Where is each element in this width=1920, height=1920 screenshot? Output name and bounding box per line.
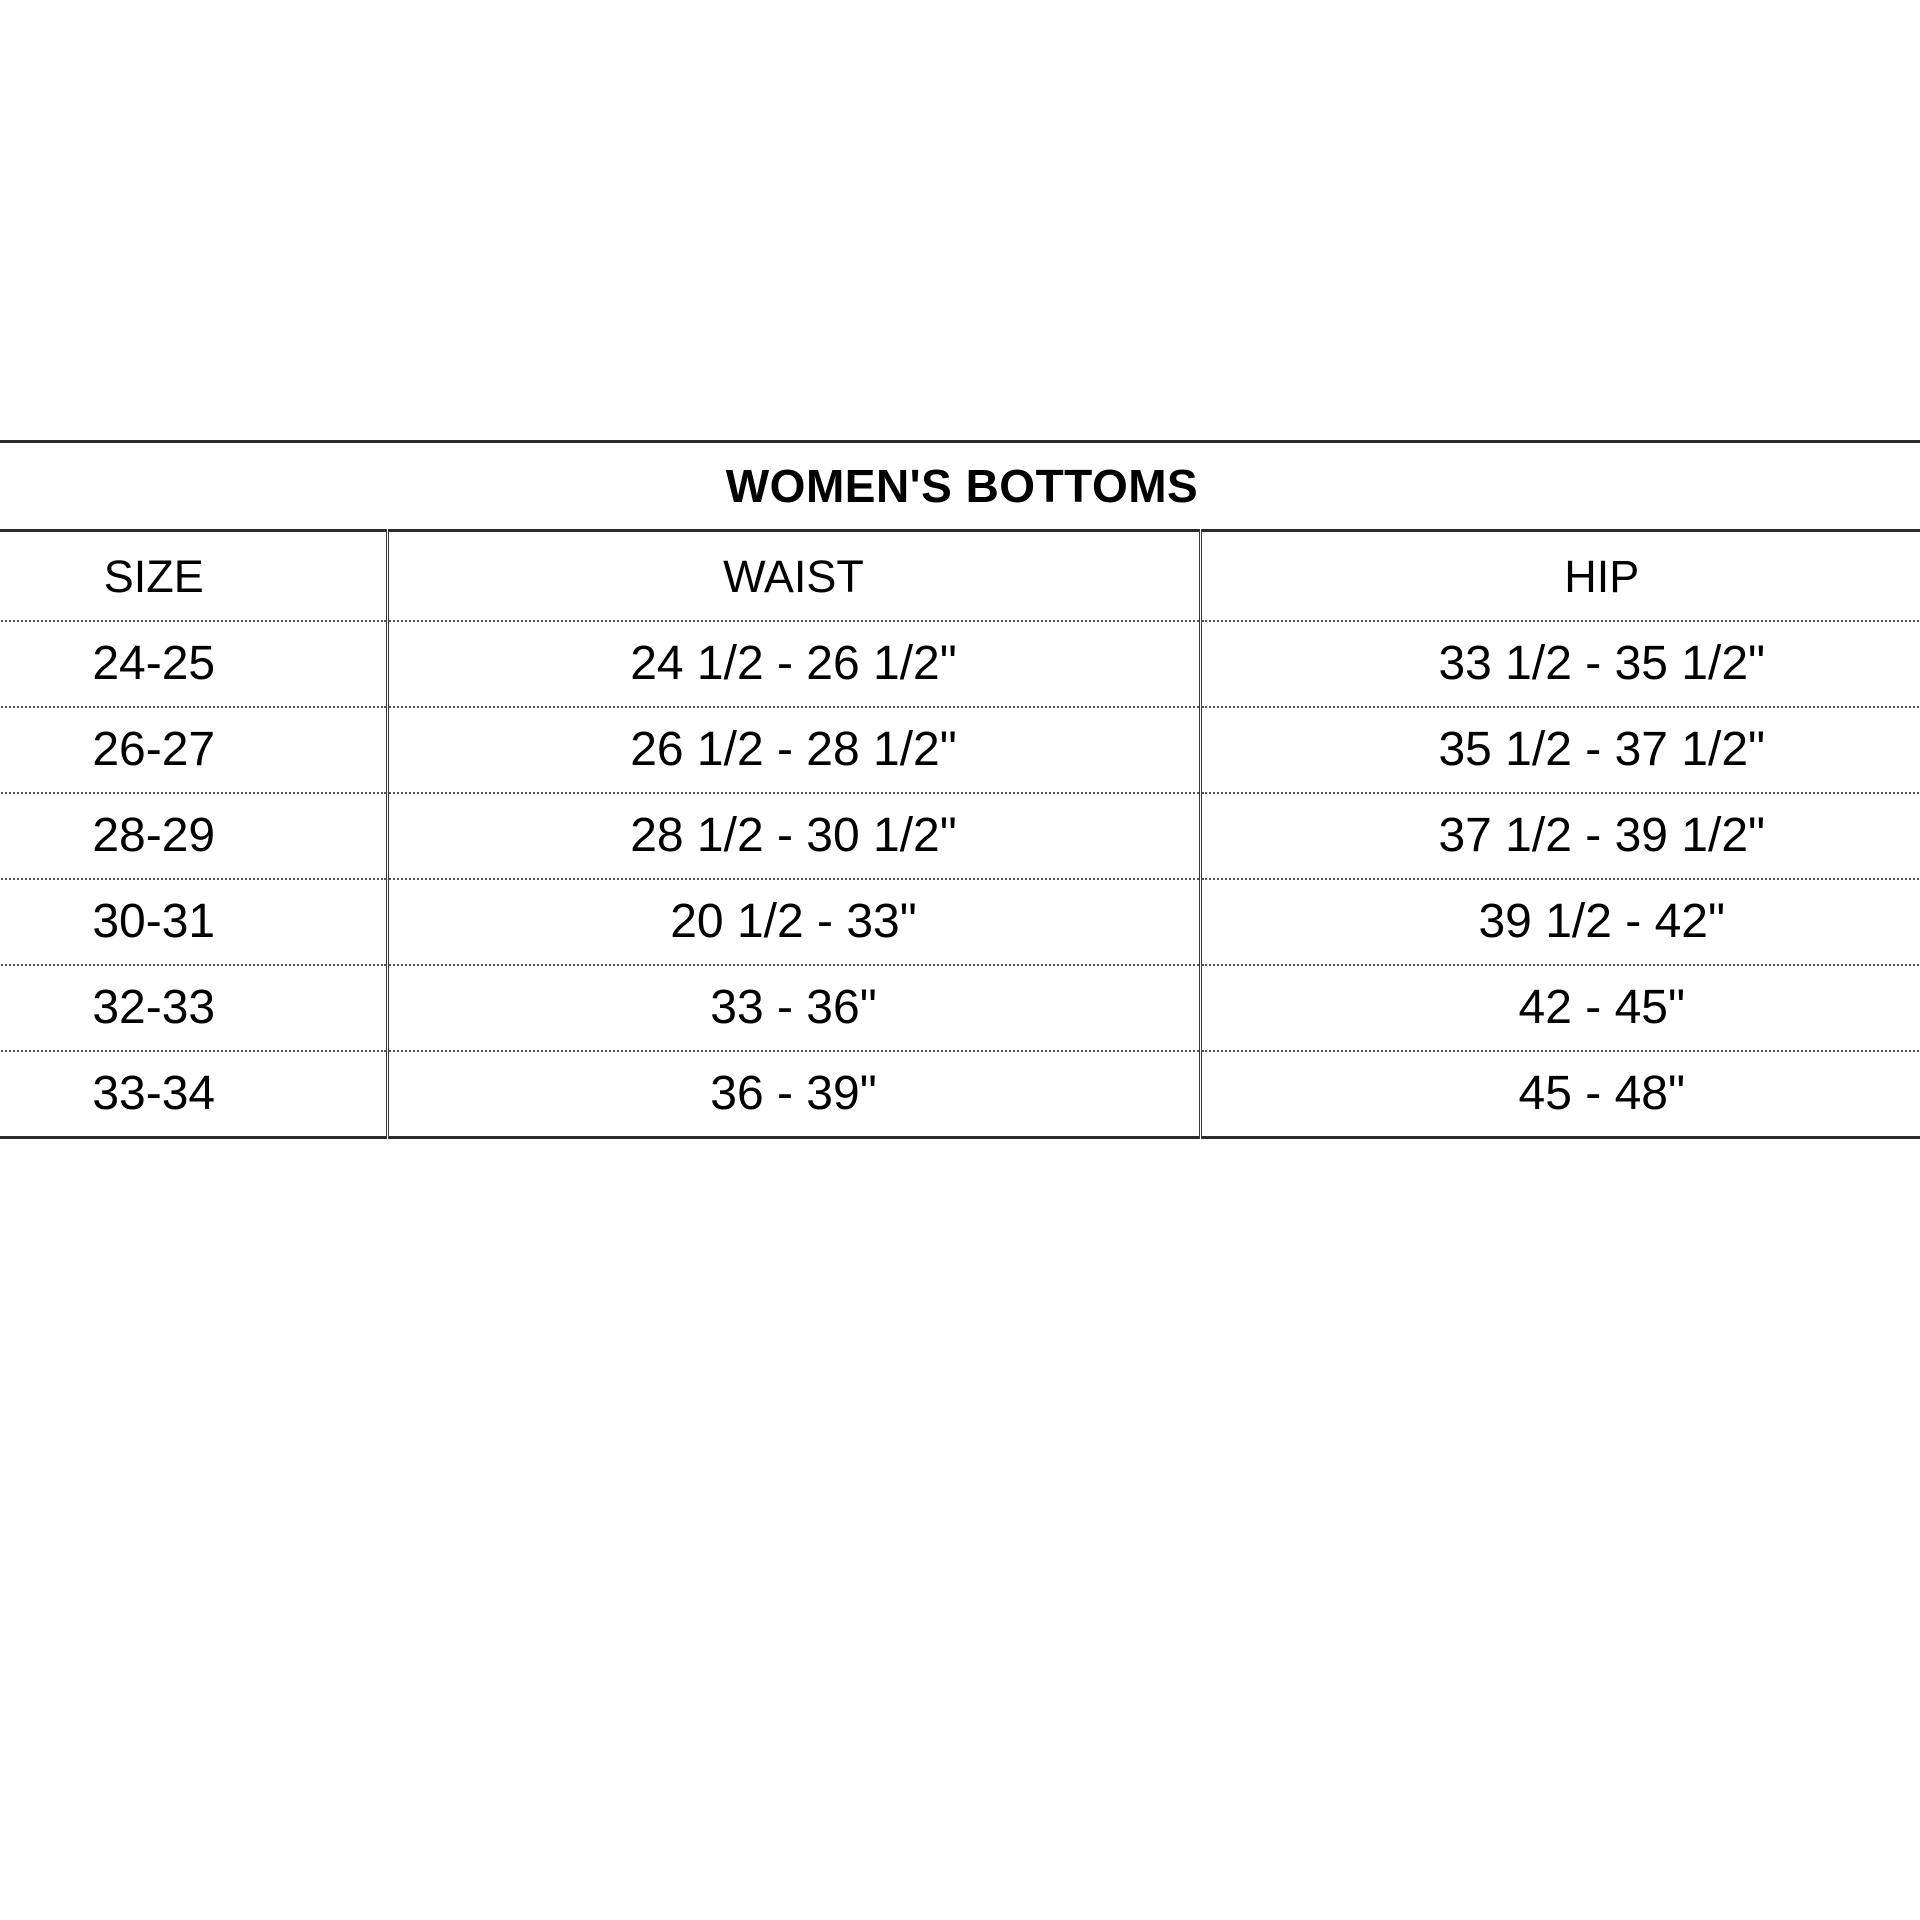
- cell-hip: 33 1/2 - 35 1/2": [1198, 621, 1920, 708]
- cell-size: 28-29: [0, 793, 387, 880]
- table-row: 24-25 24 1/2 - 26 1/2" 33 1/2 - 35 1/2": [0, 621, 1920, 708]
- cell-waist: 26 1/2 - 28 1/2": [385, 707, 1200, 794]
- cell-size: 26-27: [0, 707, 387, 794]
- cell-size: 32-33: [0, 965, 387, 1052]
- cell-waist-value: 26 1/2 - 28 1/2": [630, 723, 957, 776]
- cell-waist: 24 1/2 - 26 1/2": [385, 621, 1200, 708]
- cell-waist: 28 1/2 - 30 1/2": [385, 793, 1200, 880]
- column-header-size-label: SIZE: [103, 550, 204, 602]
- cell-hip-value: 39 1/2 - 42": [1478, 895, 1726, 948]
- cell-size-value: 28-29: [92, 809, 216, 862]
- cell-hip: 42 - 45": [1198, 965, 1920, 1052]
- cell-hip: 45 - 48": [1198, 1051, 1920, 1139]
- column-header-hip: HIP: [1198, 530, 1920, 622]
- cell-size-value: 26-27: [92, 723, 216, 776]
- cell-size-value: 24-25: [92, 637, 216, 690]
- cell-hip: 39 1/2 - 42": [1198, 879, 1920, 966]
- cell-hip-value: 42 - 45": [1518, 981, 1685, 1034]
- cell-waist: 20 1/2 - 33": [385, 879, 1200, 966]
- cell-waist-value: 20 1/2 - 33": [670, 895, 917, 948]
- cell-hip-value: 33 1/2 - 35 1/2": [1438, 637, 1766, 690]
- cell-waist-value: 24 1/2 - 26 1/2": [630, 637, 957, 690]
- cell-hip-value: 35 1/2 - 37 1/2": [1438, 723, 1766, 776]
- cell-hip: 37 1/2 - 39 1/2": [1198, 793, 1920, 880]
- cell-waist: 36 - 39": [385, 1051, 1200, 1139]
- womens-bottoms-size-table: WOMEN'S BOTTOMS SIZE WAIST HIP: [0, 440, 1920, 1139]
- cell-hip-value: 37 1/2 - 39 1/2": [1438, 809, 1766, 862]
- column-header-waist-label: WAIST: [723, 550, 864, 602]
- cell-waist-value: 33 - 36": [710, 981, 877, 1034]
- size-chart-container: WOMEN'S BOTTOMS SIZE WAIST HIP: [0, 440, 1920, 1139]
- column-header-size: SIZE: [0, 530, 387, 622]
- cell-hip-value: 45 - 48": [1518, 1067, 1685, 1120]
- cell-size: 30-31: [0, 879, 387, 966]
- table-row: 33-34 36 - 39" 45 - 48": [0, 1051, 1920, 1139]
- table-row: 30-31 20 1/2 - 33" 39 1/2 - 42": [0, 879, 1920, 966]
- table-title-cell: WOMEN'S BOTTOMS: [0, 440, 1920, 532]
- cell-size-value: 32-33: [92, 981, 216, 1034]
- table-row: 26-27 26 1/2 - 28 1/2" 35 1/2 - 37 1/2": [0, 707, 1920, 794]
- cell-waist: 33 - 36": [385, 965, 1200, 1052]
- cell-waist-value: 36 - 39": [710, 1067, 877, 1120]
- cell-hip: 35 1/2 - 37 1/2": [1198, 707, 1920, 794]
- table-row: 32-33 33 - 36" 42 - 45": [0, 965, 1920, 1052]
- table-title-row: WOMEN'S BOTTOMS: [0, 440, 1920, 532]
- cell-waist-value: 28 1/2 - 30 1/2": [630, 809, 957, 862]
- cell-size: 24-25: [0, 621, 387, 708]
- table-title: WOMEN'S BOTTOMS: [725, 460, 1199, 512]
- column-header-waist: WAIST: [385, 530, 1200, 622]
- table-header-row: SIZE WAIST HIP: [0, 530, 1920, 622]
- cell-size: 33-34: [0, 1051, 387, 1139]
- cell-size-value: 33-34: [92, 1067, 216, 1120]
- cell-size-value: 30-31: [92, 895, 216, 948]
- table-row: 28-29 28 1/2 - 30 1/2" 37 1/2 - 39 1/2": [0, 793, 1920, 880]
- column-header-hip-label: HIP: [1564, 550, 1640, 602]
